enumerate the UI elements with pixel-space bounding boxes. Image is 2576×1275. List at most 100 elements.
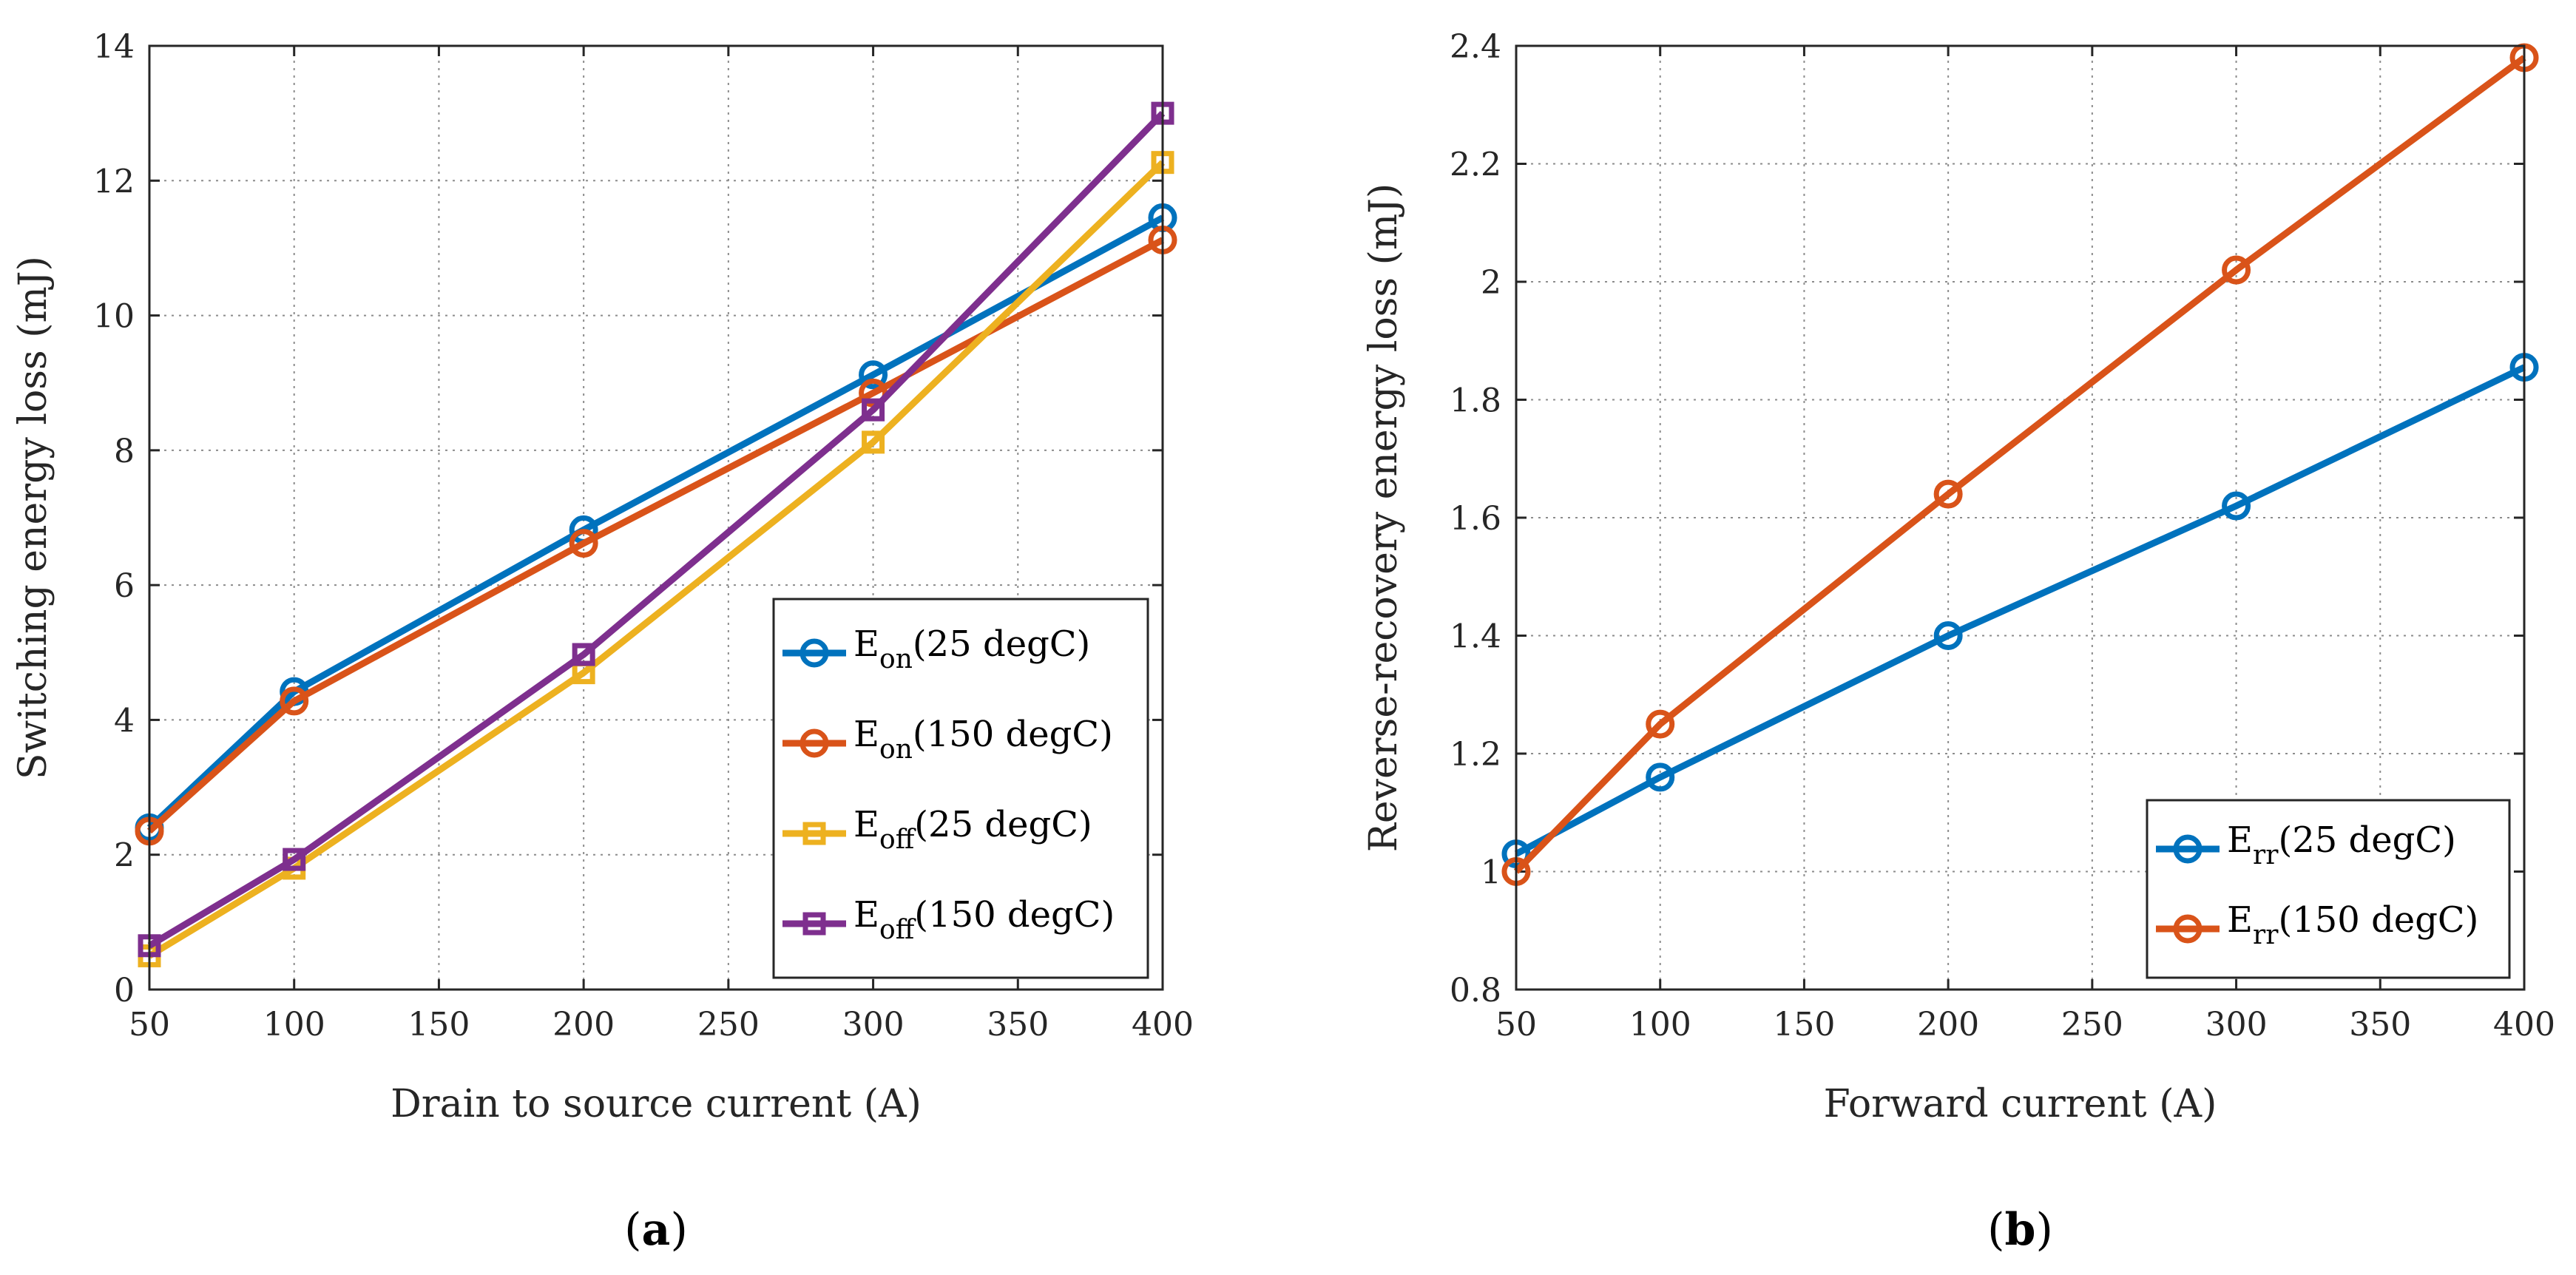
- legend-label-main: E: [853, 894, 879, 936]
- legend-label: Eoff(150 degC): [853, 894, 1115, 945]
- y-tick-label: 2: [1481, 264, 1501, 302]
- legend-label-rest: (25 degC): [914, 804, 1092, 845]
- panel-label: (a): [624, 1204, 688, 1256]
- y-tick-label: 12: [93, 163, 135, 200]
- x-tick-label: 150: [408, 1006, 470, 1044]
- legend-marker: [2173, 834, 2203, 864]
- y-tick-label: 14: [93, 28, 135, 66]
- y-tick-label: 8: [114, 433, 135, 470]
- y-tick-label: 1.8: [1450, 382, 1501, 420]
- panel-label-open: (: [1987, 1204, 2004, 1256]
- panel-label-letter: a: [642, 1204, 671, 1256]
- legend-label: Eoff(25 degC): [853, 804, 1092, 855]
- x-tick-label: 50: [129, 1006, 170, 1044]
- legend-label-main: E: [853, 804, 879, 845]
- legend: Err(25 degC)Err(150 degC): [2146, 799, 2511, 979]
- legend-marker: [802, 912, 826, 936]
- data-point: [1933, 621, 1963, 650]
- legend-label-main: E: [2227, 899, 2253, 941]
- panel-label-close: ): [2035, 1204, 2052, 1256]
- x-tick-label: 300: [842, 1006, 905, 1044]
- y-tick-label: 1.4: [1450, 618, 1501, 656]
- legend-label-sub: off: [879, 825, 916, 855]
- x-tick-label: 50: [1495, 1006, 1537, 1044]
- x-tick-label: 250: [2061, 1006, 2123, 1044]
- legend-label-sub: rr: [2253, 840, 2279, 870]
- x-tick-label: 300: [2205, 1006, 2268, 1044]
- legend-marker: [2173, 914, 2203, 944]
- legend-label-rest: (150 degC): [2278, 899, 2478, 941]
- x-tick-label: 350: [987, 1006, 1049, 1044]
- y-tick-label: 0.8: [1450, 972, 1501, 1009]
- data-point: [862, 398, 885, 422]
- panel-label-letter: b: [2005, 1204, 2036, 1256]
- legend-label: Eon(150 degC): [853, 714, 1113, 765]
- y-tick-label: 1: [1481, 854, 1501, 892]
- chart-b: 50 100 150 200 250 300 350 400 0.8 1 1.2 1.4 1.6 1.8 2…: [1362, 28, 2555, 1256]
- chart-a: 50 100 150 200 250 300 350 400 0 2 4 6 8 10 12 14 Drain …: [11, 28, 1194, 1256]
- data-point: [280, 686, 309, 716]
- x-tick-label: 100: [1629, 1006, 1691, 1044]
- axis-box: [1515, 44, 2526, 991]
- legend-item: Eoff(150 degC): [782, 894, 1115, 945]
- y-tick-label: 4: [114, 702, 135, 740]
- y-tick-label: 0: [114, 972, 135, 1009]
- legend-box: [772, 598, 1149, 979]
- x-axis-label: Drain to source current (A): [391, 1082, 922, 1126]
- series-line: [147, 160, 1166, 959]
- legend-marker: [799, 638, 829, 668]
- series-line: [1513, 55, 2526, 874]
- legend: Eon(25 degC)Eon(150 degC)Eoff(25 degC)Eo…: [772, 598, 1149, 979]
- legend-item: Eoff(25 degC): [782, 804, 1092, 855]
- legend-label-sub: on: [879, 734, 913, 765]
- x-tick-label: 350: [2349, 1006, 2411, 1044]
- legend-label-main: E: [2227, 819, 2253, 861]
- series-line: [147, 110, 1166, 949]
- legend-marker: [799, 728, 829, 758]
- legend-label: Err(150 degC): [2227, 899, 2478, 950]
- data-point: [2222, 491, 2251, 521]
- panel-label: (b): [1987, 1204, 2053, 1256]
- series-line: [146, 237, 1165, 834]
- data-point: [283, 848, 306, 871]
- axis-box: [148, 44, 1164, 991]
- legend-box: [2146, 799, 2511, 979]
- legend-label-rest: (25 degC): [913, 623, 1090, 665]
- y-axis-label: Switching energy loss (mJ): [11, 256, 55, 779]
- x-tick-label: 100: [263, 1006, 325, 1044]
- series-line: [1514, 364, 2526, 857]
- data-point: [1646, 709, 1675, 739]
- data-point: [2222, 255, 2251, 285]
- data-point: [1646, 762, 1675, 792]
- legend-label-sub: rr: [2253, 920, 2279, 950]
- legend-label-main: E: [853, 623, 879, 665]
- x-tick-label: 400: [2493, 1006, 2555, 1044]
- x-tick-label: 400: [1132, 1006, 1194, 1044]
- panel-label-close: ): [670, 1204, 687, 1256]
- legend-item: Eon(150 degC): [782, 714, 1113, 765]
- legend-item: Eon(25 degC): [782, 623, 1090, 674]
- y-tick-label: 10: [93, 298, 135, 336]
- data-point: [569, 529, 598, 558]
- data-point: [859, 360, 888, 390]
- legend-label: Eon(25 degC): [853, 623, 1090, 674]
- y-tick-label: 2.4: [1450, 28, 1501, 66]
- legend-label-rest: (150 degC): [914, 894, 1115, 936]
- data-point: [572, 643, 595, 666]
- legend-marker: [802, 822, 826, 845]
- legend-item: Err(150 degC): [2156, 899, 2478, 950]
- x-tick-label: 200: [552, 1006, 615, 1044]
- x-tick-label: 150: [1773, 1006, 1835, 1044]
- data-point: [1933, 479, 1963, 509]
- legend-label-rest: (25 degC): [2278, 819, 2455, 861]
- legend-label: Err(25 degC): [2227, 819, 2456, 870]
- legend-label-main: E: [853, 714, 879, 755]
- x-tick-label: 250: [697, 1006, 760, 1044]
- data-point: [862, 430, 885, 454]
- legend-label-rest: (150 degC): [913, 714, 1113, 755]
- y-tick-label: 1.2: [1450, 736, 1501, 774]
- y-tick-label: 6: [114, 567, 135, 605]
- y-tick-label: 2: [114, 837, 135, 875]
- y-tick-label: 2.2: [1450, 146, 1501, 184]
